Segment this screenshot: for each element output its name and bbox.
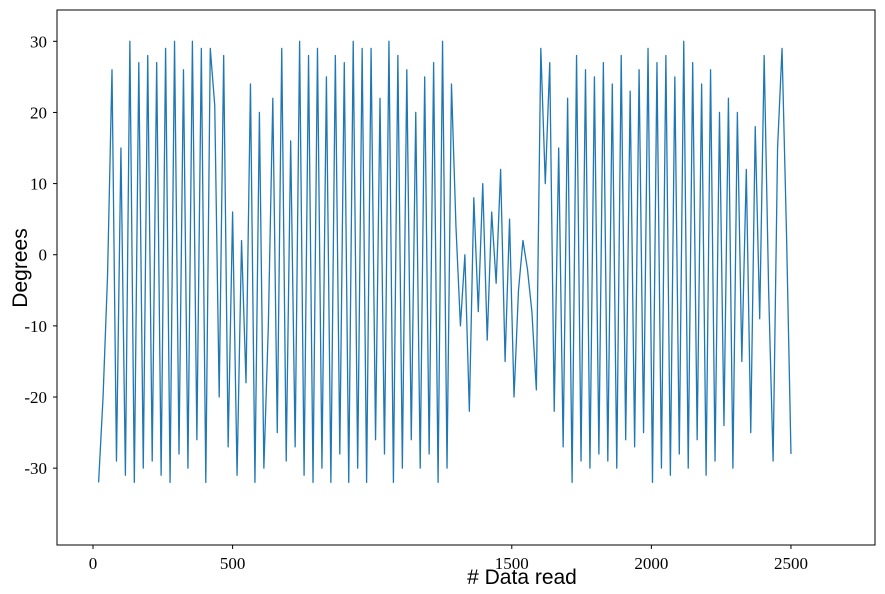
y-tick-label: 30 bbox=[30, 32, 47, 51]
data-line bbox=[97, 40, 792, 484]
y-tick-label: 10 bbox=[30, 175, 47, 194]
y-tick-label: -20 bbox=[24, 388, 47, 407]
plot-frame bbox=[56, 9, 876, 546]
x-tick-label: 0 bbox=[89, 554, 98, 573]
x-tick-label: 1500 bbox=[495, 554, 529, 573]
y-tick-label: 20 bbox=[30, 103, 47, 122]
y-axis-label: Degrees bbox=[9, 228, 32, 307]
y-tick-label: 0 bbox=[39, 246, 48, 265]
x-tick-label: 2500 bbox=[774, 554, 808, 573]
x-tick-label: 500 bbox=[220, 554, 246, 573]
y-tick-label: -30 bbox=[24, 459, 47, 478]
x-axis-label: # Data read bbox=[467, 566, 577, 589]
x-tick-label: 2000 bbox=[634, 554, 668, 573]
y-tick-label: -10 bbox=[24, 317, 47, 336]
